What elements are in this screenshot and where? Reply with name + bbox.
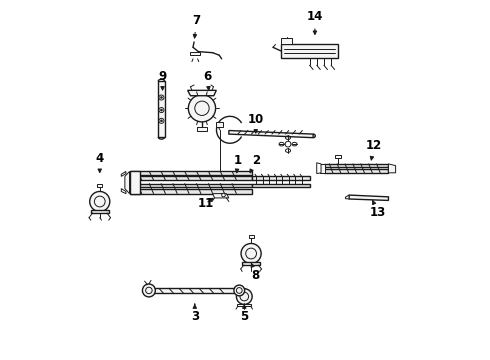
Text: 5: 5 — [240, 304, 248, 323]
Bar — [248, 235, 254, 238]
Polygon shape — [389, 164, 395, 173]
Text: 9: 9 — [158, 69, 167, 90]
Polygon shape — [129, 184, 252, 187]
Circle shape — [160, 120, 163, 122]
Circle shape — [241, 243, 261, 264]
Polygon shape — [122, 189, 126, 194]
Text: 2: 2 — [250, 154, 260, 173]
Text: 11: 11 — [197, 197, 214, 210]
Polygon shape — [158, 81, 165, 137]
Polygon shape — [129, 176, 252, 180]
Circle shape — [236, 289, 252, 305]
Bar — [216, 122, 223, 127]
Circle shape — [160, 96, 163, 99]
Polygon shape — [229, 131, 313, 138]
Text: 1: 1 — [234, 154, 242, 173]
Circle shape — [221, 193, 225, 197]
Bar — [97, 184, 102, 187]
Circle shape — [234, 285, 245, 296]
Polygon shape — [242, 262, 260, 265]
Polygon shape — [151, 288, 237, 293]
Text: 6: 6 — [203, 69, 212, 90]
Circle shape — [160, 109, 163, 111]
Bar — [335, 155, 341, 158]
Text: 12: 12 — [366, 139, 382, 160]
Polygon shape — [324, 164, 389, 167]
Polygon shape — [349, 195, 389, 201]
Circle shape — [159, 95, 164, 100]
Polygon shape — [345, 195, 349, 199]
Text: 3: 3 — [191, 304, 199, 323]
Polygon shape — [281, 39, 293, 44]
Polygon shape — [324, 169, 389, 173]
Polygon shape — [129, 189, 252, 194]
Polygon shape — [237, 304, 251, 306]
Polygon shape — [191, 51, 200, 55]
Polygon shape — [188, 90, 216, 96]
Circle shape — [143, 284, 155, 297]
Circle shape — [285, 141, 291, 147]
Text: 4: 4 — [96, 152, 104, 172]
Bar — [196, 127, 207, 131]
Circle shape — [188, 95, 216, 122]
Polygon shape — [320, 164, 324, 173]
Polygon shape — [91, 211, 109, 213]
Polygon shape — [281, 44, 338, 58]
Polygon shape — [317, 163, 321, 174]
Text: 7: 7 — [193, 14, 200, 38]
Polygon shape — [129, 171, 140, 194]
Polygon shape — [252, 176, 310, 180]
Circle shape — [90, 192, 110, 212]
Circle shape — [159, 118, 164, 123]
Polygon shape — [125, 171, 129, 194]
Polygon shape — [252, 184, 310, 187]
Polygon shape — [129, 171, 252, 175]
Text: 13: 13 — [369, 200, 386, 219]
Polygon shape — [122, 171, 126, 176]
Text: 10: 10 — [247, 113, 264, 133]
Text: 8: 8 — [251, 263, 260, 282]
Circle shape — [159, 108, 164, 113]
Polygon shape — [213, 194, 229, 198]
Text: 14: 14 — [307, 10, 323, 34]
